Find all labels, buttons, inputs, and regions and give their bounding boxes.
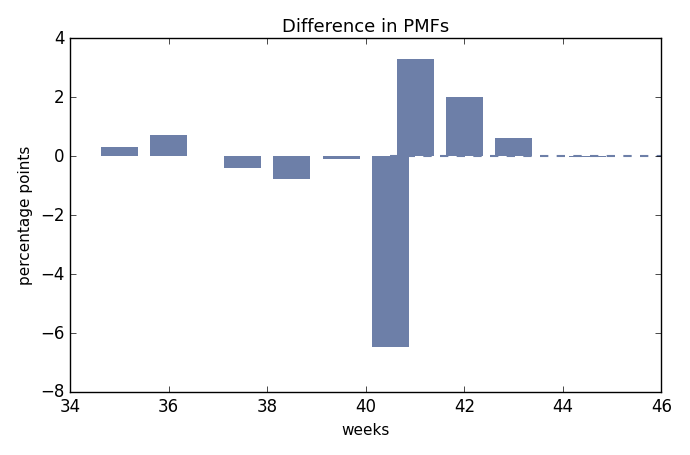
Bar: [323, 157, 359, 159]
Bar: [101, 147, 138, 157]
Bar: [372, 157, 409, 348]
Bar: [569, 157, 606, 158]
Bar: [446, 98, 483, 157]
Y-axis label: percentage points: percentage points: [18, 146, 33, 285]
Bar: [397, 60, 433, 157]
Bar: [224, 157, 261, 168]
Bar: [495, 139, 532, 157]
Bar: [273, 157, 310, 180]
X-axis label: weeks: weeks: [342, 422, 390, 437]
Title: Difference in PMFs: Difference in PMFs: [282, 18, 449, 36]
Bar: [150, 136, 187, 157]
